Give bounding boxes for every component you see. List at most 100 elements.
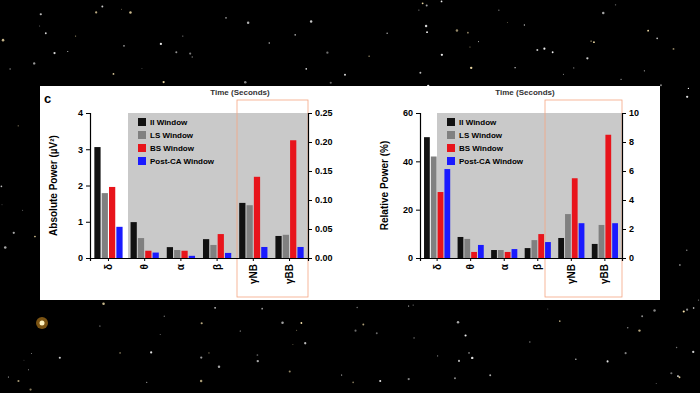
- star: [326, 52, 328, 54]
- star: [191, 56, 193, 58]
- legend-label: LS Window: [150, 131, 194, 140]
- bar: [592, 244, 598, 258]
- tick: α: [175, 258, 186, 270]
- star: [113, 73, 115, 75]
- star: [40, 321, 45, 326]
- star: [457, 321, 460, 324]
- tick-mark: [308, 142, 312, 143]
- shaded-region: [128, 113, 308, 258]
- bar: [203, 239, 209, 258]
- tick-mark: [308, 113, 312, 114]
- tick-label: 0: [629, 253, 634, 263]
- tick-mark: [217, 258, 218, 261]
- tick-label: γNB: [248, 264, 259, 284]
- star: [686, 249, 688, 251]
- star: [159, 333, 161, 335]
- star: [300, 322, 302, 324]
- legend-swatch: [447, 118, 455, 126]
- axis-line: [86, 114, 91, 259]
- star: [33, 62, 35, 64]
- tick-label: α: [499, 263, 510, 270]
- star: [121, 8, 123, 10]
- tick-mark: [416, 210, 420, 211]
- star: [418, 9, 419, 10]
- x-axis: δθαβγNBγBB: [91, 258, 309, 284]
- star: [200, 380, 202, 382]
- tick: β: [532, 258, 543, 270]
- star: [602, 12, 604, 14]
- axis-line: [416, 114, 421, 259]
- tick: γBB: [284, 258, 295, 284]
- star: [28, 369, 29, 370]
- star: [354, 330, 356, 332]
- panel-label: c: [44, 91, 51, 106]
- bar: [225, 253, 231, 258]
- bar: [444, 169, 450, 258]
- star: [573, 67, 574, 68]
- highlight-frame: [237, 100, 308, 297]
- star: [498, 10, 499, 11]
- tick-mark: [416, 161, 420, 162]
- bar: [167, 247, 173, 258]
- legend-label: Post-CA Window: [459, 157, 524, 166]
- tick-label: 0.15: [315, 166, 333, 176]
- star: [257, 354, 259, 356]
- tick-mark: [86, 113, 90, 114]
- bar: [261, 247, 267, 258]
- tick: 0.10: [308, 195, 333, 205]
- star: [341, 374, 342, 375]
- tick: 0.25: [308, 108, 333, 118]
- bar: [145, 251, 151, 258]
- star: [296, 330, 297, 331]
- tick: γBB: [599, 258, 610, 284]
- star: [294, 34, 296, 36]
- tick-label: 0: [408, 253, 413, 263]
- background: [0, 0, 700, 393]
- star: [559, 320, 561, 322]
- star: [102, 303, 105, 306]
- tick: 0: [408, 253, 420, 263]
- tick: γNB: [248, 258, 259, 284]
- bar: [491, 250, 497, 258]
- bar: [290, 140, 296, 258]
- tick-label: δ: [432, 264, 443, 270]
- star: [615, 4, 616, 5]
- tick-mark: [108, 258, 109, 261]
- tick-label: δ: [103, 264, 114, 270]
- star: [281, 321, 284, 324]
- tick-label: 8: [629, 137, 634, 147]
- star: [163, 81, 165, 83]
- highlight-frame: [545, 100, 622, 297]
- tick-mark: [571, 258, 572, 261]
- bar: [525, 248, 531, 258]
- star: [692, 351, 694, 353]
- star: [562, 73, 564, 75]
- tick: 0.15: [308, 166, 333, 176]
- y-axis: 01234: [78, 108, 91, 263]
- star: [641, 315, 643, 317]
- star: [413, 304, 414, 305]
- star: [101, 5, 103, 7]
- star: [627, 327, 629, 329]
- bar: [478, 245, 484, 258]
- bar: [498, 250, 504, 258]
- bar: [254, 177, 260, 258]
- star: [175, 51, 177, 53]
- star: [208, 352, 209, 353]
- star: [29, 388, 31, 390]
- tick-mark: [537, 258, 538, 261]
- stars: [1, 1, 700, 391]
- star-glow: [36, 317, 48, 329]
- star: [247, 21, 250, 24]
- bar: [239, 203, 245, 258]
- tick: 0: [78, 253, 90, 263]
- star: [45, 32, 47, 34]
- star: [607, 360, 609, 362]
- tick-mark: [504, 258, 505, 261]
- bar: [505, 252, 511, 258]
- star: [23, 359, 25, 361]
- star: [362, 324, 364, 326]
- tick-label: γNB: [566, 264, 577, 284]
- tick-mark: [622, 113, 626, 114]
- tick: 0.00: [308, 253, 333, 263]
